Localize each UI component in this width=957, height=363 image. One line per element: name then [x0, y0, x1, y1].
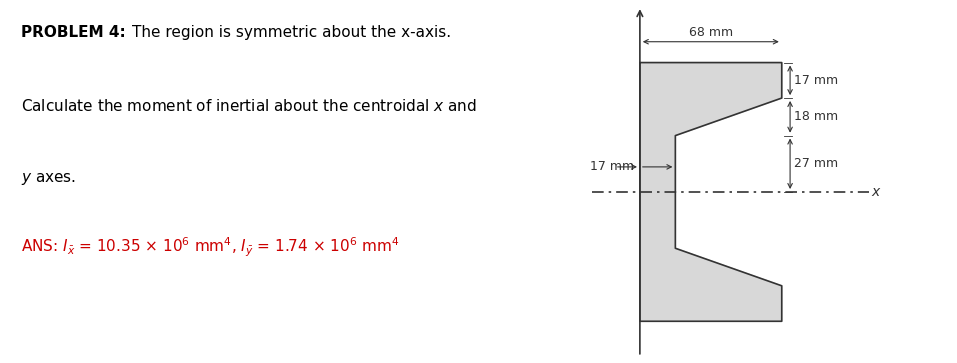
Text: 17 mm: 17 mm	[590, 160, 634, 174]
Text: $y$ axes.: $y$ axes.	[21, 171, 76, 187]
Text: $y$: $y$	[634, 0, 645, 2]
Text: ANS: $I_{\bar{x}}$ = 10.35 $\times$ 10$^6$ mm$^4$, $I_{\bar{y}}$ = 1.74 $\times$: ANS: $I_{\bar{x}}$ = 10.35 $\times$ 10$^…	[21, 236, 399, 259]
Polygon shape	[640, 62, 782, 321]
Text: 68 mm: 68 mm	[689, 26, 733, 38]
Text: 18 mm: 18 mm	[794, 110, 838, 123]
Text: The region is symmetric about the x-axis.: The region is symmetric about the x-axis…	[132, 25, 451, 40]
Text: PROBLEM 4:: PROBLEM 4:	[21, 25, 125, 40]
Text: $x$: $x$	[872, 185, 882, 199]
Text: Calculate the moment of inertial about the centroidal $x$ and: Calculate the moment of inertial about t…	[21, 98, 477, 114]
Text: 27 mm: 27 mm	[794, 157, 838, 170]
Text: 17 mm: 17 mm	[794, 74, 838, 87]
